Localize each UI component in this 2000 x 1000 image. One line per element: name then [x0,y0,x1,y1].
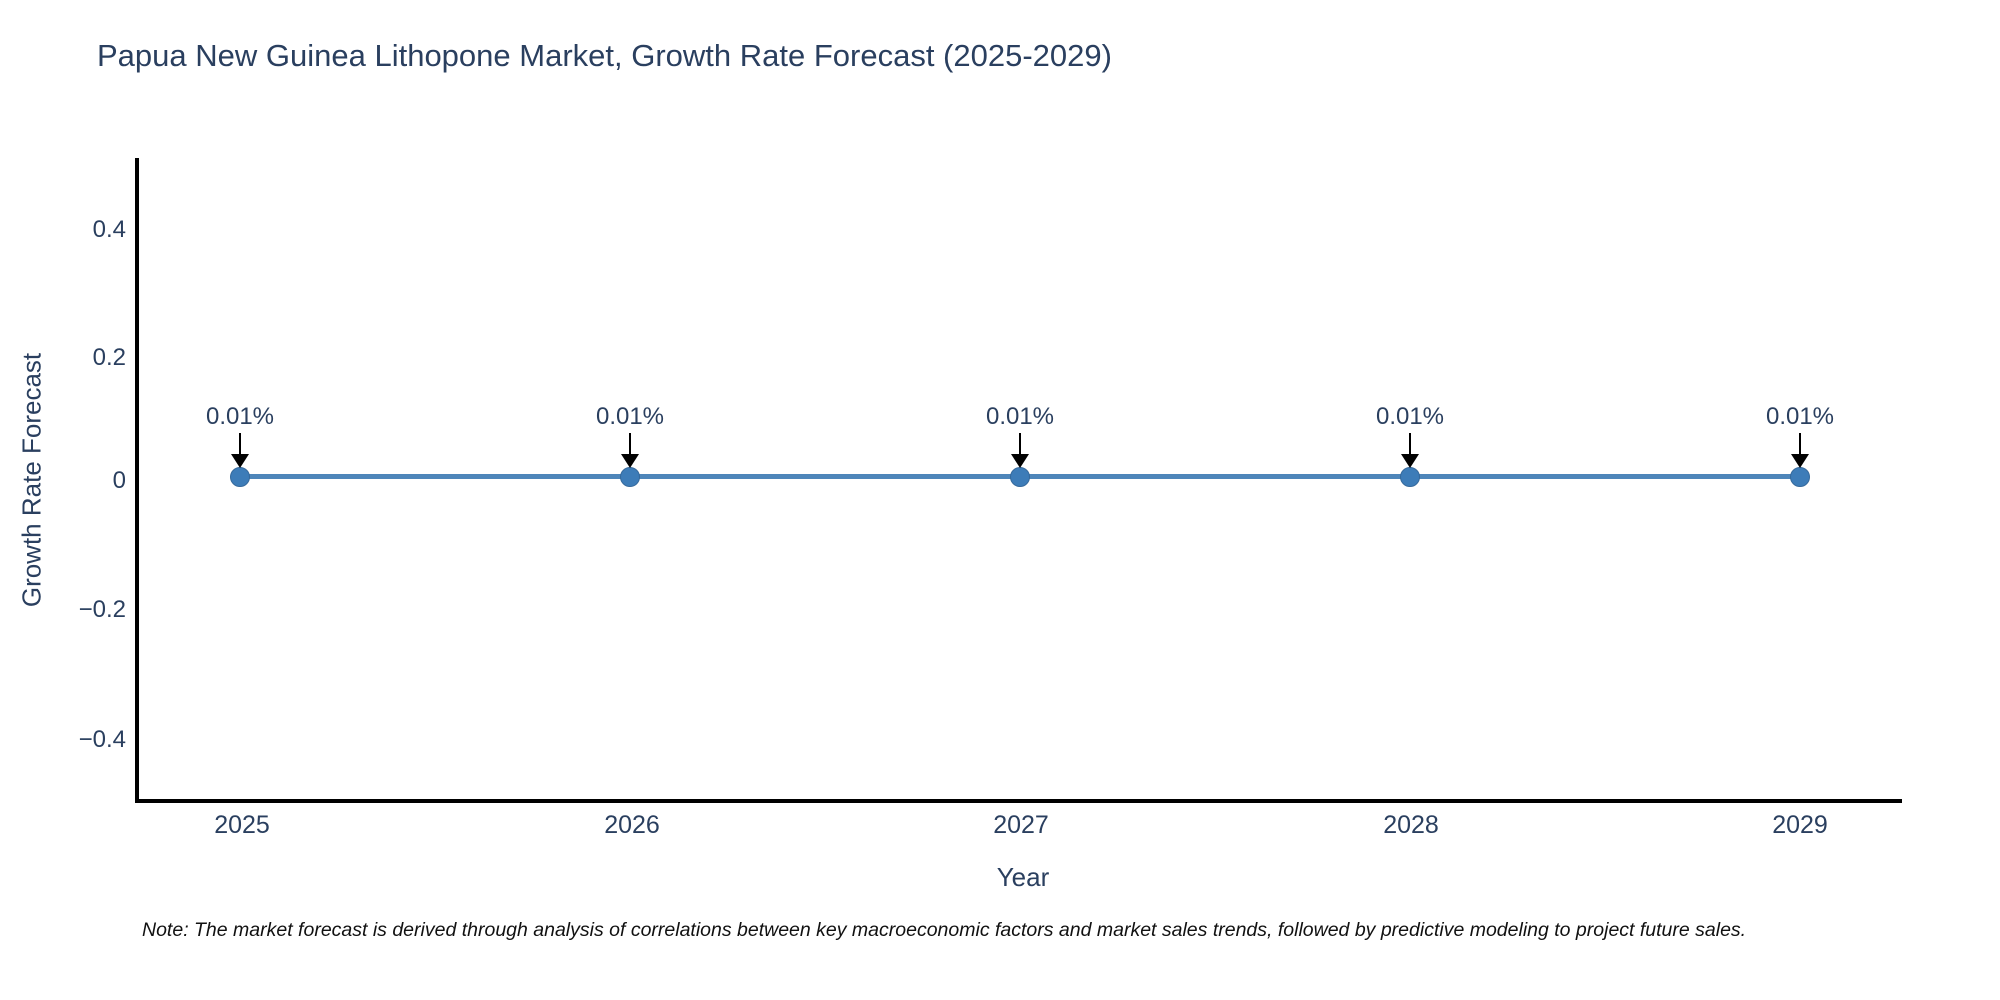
y-tick-label: 0 [112,467,126,494]
annotation-label-2028: 0.01% [1375,403,1445,430]
annotation-arrowhead [1791,454,1809,468]
annotation-arrow-shaft [1019,433,1021,456]
y-tick-label: −0.4 [78,726,126,753]
y-tick-label: −0.2 [78,596,126,623]
x-axis-line [135,799,1902,803]
x-tick-2029: 2029 [1772,811,1828,839]
annotation-arrowhead [1401,454,1419,468]
y-tick-label: 0.4 [92,216,126,243]
x-tick-2028: 2028 [1383,811,1439,839]
data-point-2029[interactable] [1790,467,1810,487]
data-point-2025[interactable] [230,467,250,487]
annotation-label-2025: 0.01% [205,403,275,430]
annotation-arrow-shaft [239,433,241,456]
annotation-label-2029: 0.01% [1765,403,1835,430]
x-tick-2025: 2025 [214,811,270,839]
footnote: Note: The market forecast is derived thr… [142,919,1747,941]
annotation-arrow-shaft [629,433,631,456]
data-point-2028[interactable] [1400,467,1420,487]
chart-title: Papua New Guinea Lithopone Market, Growt… [97,38,1112,73]
annotation-label-2027: 0.01% [985,403,1055,430]
x-tick-2027: 2027 [993,811,1049,839]
annotation-arrow-shaft [1799,433,1801,456]
annotation-arrowhead [621,454,639,468]
annotation-arrowhead [1011,454,1029,468]
data-point-2026[interactable] [620,467,640,487]
y-axis-line [135,158,139,803]
x-axis-title: Year [996,862,1050,892]
y-tick-label: 0.2 [92,344,126,371]
annotation-label-2026: 0.01% [595,403,665,430]
annotation-arrow-shaft [1409,433,1411,456]
data-point-2027[interactable] [1010,467,1030,487]
x-tick-2026: 2026 [604,811,660,839]
annotation-arrowhead [231,454,249,468]
